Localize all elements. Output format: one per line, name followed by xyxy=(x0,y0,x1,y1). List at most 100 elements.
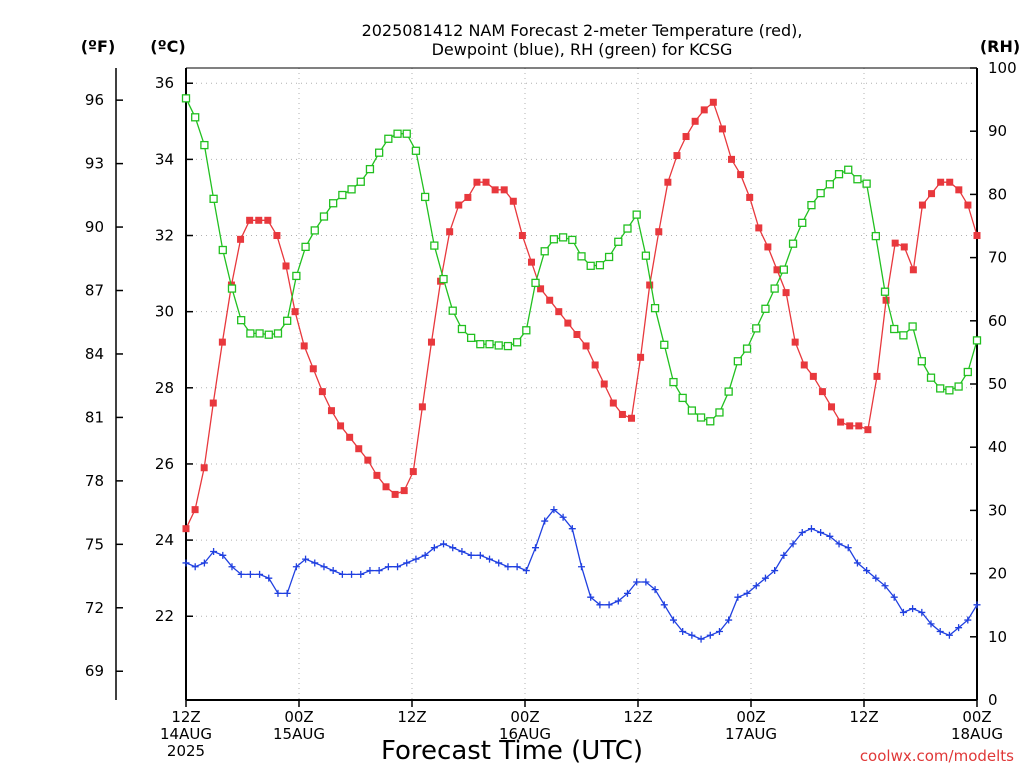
dewpoint-data-point xyxy=(761,574,769,582)
rh-data-point xyxy=(522,326,531,335)
rh-data-point xyxy=(411,146,421,155)
rh-data-point xyxy=(540,247,549,256)
dewpoint-data-point xyxy=(274,589,282,597)
fahrenheit-tick-label: 90 xyxy=(85,218,104,236)
rh-tick-label: 20 xyxy=(988,565,1007,583)
celsius-unit-label: (ºC) xyxy=(150,37,185,56)
rh-data-point xyxy=(871,231,880,241)
rh-data-point xyxy=(926,373,936,382)
rh-data-point xyxy=(660,340,669,349)
temperature-data-point xyxy=(509,197,517,205)
dewpoint-data-point xyxy=(945,631,953,639)
dewpoint-data-point xyxy=(440,540,448,548)
dewpoint-data-point xyxy=(973,601,981,609)
rh-data-point xyxy=(632,210,641,219)
rh-data-point xyxy=(264,330,273,339)
temperature-data-point xyxy=(400,487,408,495)
temperature-data-point xyxy=(700,106,708,114)
dewpoint-data-point xyxy=(283,589,291,597)
rh-data-point xyxy=(586,261,595,270)
rh-data-point xyxy=(558,233,568,242)
rh-data-point xyxy=(347,185,356,194)
temperature-data-point xyxy=(646,281,654,289)
dewpoint-data-point xyxy=(338,570,346,578)
dewpoint-data-point xyxy=(844,544,852,552)
dewpoint-data-point xyxy=(725,616,733,624)
chart-axes xyxy=(115,67,978,701)
temperature-data-point xyxy=(764,243,772,251)
dewpoint-data-point xyxy=(587,593,595,601)
temperature-data-point xyxy=(809,372,817,380)
temperature-data-point xyxy=(818,388,826,396)
x-tick-label: 12Z xyxy=(623,708,652,726)
rh-data-point xyxy=(549,235,559,244)
rh-data-point xyxy=(457,324,467,334)
temperature-data-point xyxy=(773,266,781,274)
dewpoint-data-point xyxy=(458,548,466,556)
axis-ticks: 69 72 75 78 81 84 87 90 93 96 22 24 26 28 30 32 34 36 0 10 2… xyxy=(85,59,1017,760)
dewpoint-data-point xyxy=(780,551,788,559)
x-axis-label: Forecast Time (UTC) xyxy=(381,736,643,766)
rh-data-point xyxy=(181,94,191,103)
chart-title-line-2: Dewpoint (blue), RH (green) for KCSG xyxy=(432,40,733,59)
temperature-data-point xyxy=(518,232,526,240)
temperature-data-point xyxy=(673,152,681,160)
rh-data-point xyxy=(779,265,788,274)
dewpoint-data-point xyxy=(596,601,604,609)
dewpoint-data-point xyxy=(881,582,889,590)
dewpoint-data-point xyxy=(872,574,880,582)
temperature-data-point xyxy=(364,456,372,464)
dewpoint-data-point xyxy=(302,555,310,563)
temperature-data-point xyxy=(755,224,763,232)
rh-data-point xyxy=(273,329,283,338)
rh-data-point xyxy=(448,306,457,315)
dewpoint-data-point xyxy=(228,563,236,571)
fahrenheit-unit-label: (ºF) xyxy=(81,37,116,56)
rh-data-point xyxy=(954,382,963,391)
rh-data-point xyxy=(825,180,834,189)
rh-tick-label: 10 xyxy=(988,628,1007,646)
celsius-tick-label: 30 xyxy=(155,303,174,321)
rh-data-point xyxy=(494,341,503,350)
rh-data-point xyxy=(650,304,660,313)
fahrenheit-tick-label: 84 xyxy=(85,345,104,363)
dewpoint-data-point xyxy=(642,578,650,586)
temperature-data-point xyxy=(718,125,726,133)
dewpoint-data-point xyxy=(890,593,898,601)
dewpoint-data-point xyxy=(375,567,383,575)
dewpoint-data-point xyxy=(964,616,972,624)
rh-data-point xyxy=(568,235,577,245)
dewpoint-data-point xyxy=(348,570,356,578)
rh-data-point xyxy=(393,129,402,138)
rh-data-point xyxy=(503,341,513,351)
rh-tick-label: 80 xyxy=(988,185,1007,203)
dewpoint-data-point xyxy=(191,563,199,571)
temperature-data-point xyxy=(373,471,381,479)
rh-data-point xyxy=(641,251,651,260)
temperature-data-point xyxy=(237,235,245,243)
temperature-data-point xyxy=(255,216,263,224)
rh-data-point xyxy=(908,322,917,331)
dewpoint-series-line xyxy=(185,508,978,640)
rh-data-point xyxy=(439,274,448,284)
dewpoint-data-point xyxy=(669,616,677,624)
dewpoint-data-point xyxy=(467,551,475,559)
x-tick-label: 15AUG xyxy=(273,725,325,743)
dewpoint-data-point xyxy=(394,563,402,571)
temperature-data-point xyxy=(209,399,217,407)
credit-label: coolwx.com/modelts xyxy=(860,747,1014,765)
temperature-data-point xyxy=(264,216,272,224)
temperature-data-point xyxy=(382,483,390,491)
temperature-data-point xyxy=(218,338,226,346)
rh-data-point xyxy=(816,188,825,198)
dewpoint-data-point xyxy=(863,567,871,575)
dewpoint-data-point xyxy=(403,559,411,567)
rh-data-point xyxy=(375,148,384,157)
dewpoint-data-point xyxy=(771,567,779,575)
dewpoint-data-point xyxy=(853,559,861,567)
rh-data-point xyxy=(972,336,982,345)
temperature-data-point xyxy=(591,361,599,369)
fahrenheit-tick-label: 81 xyxy=(85,408,104,426)
dewpoint-data-point xyxy=(256,570,264,578)
